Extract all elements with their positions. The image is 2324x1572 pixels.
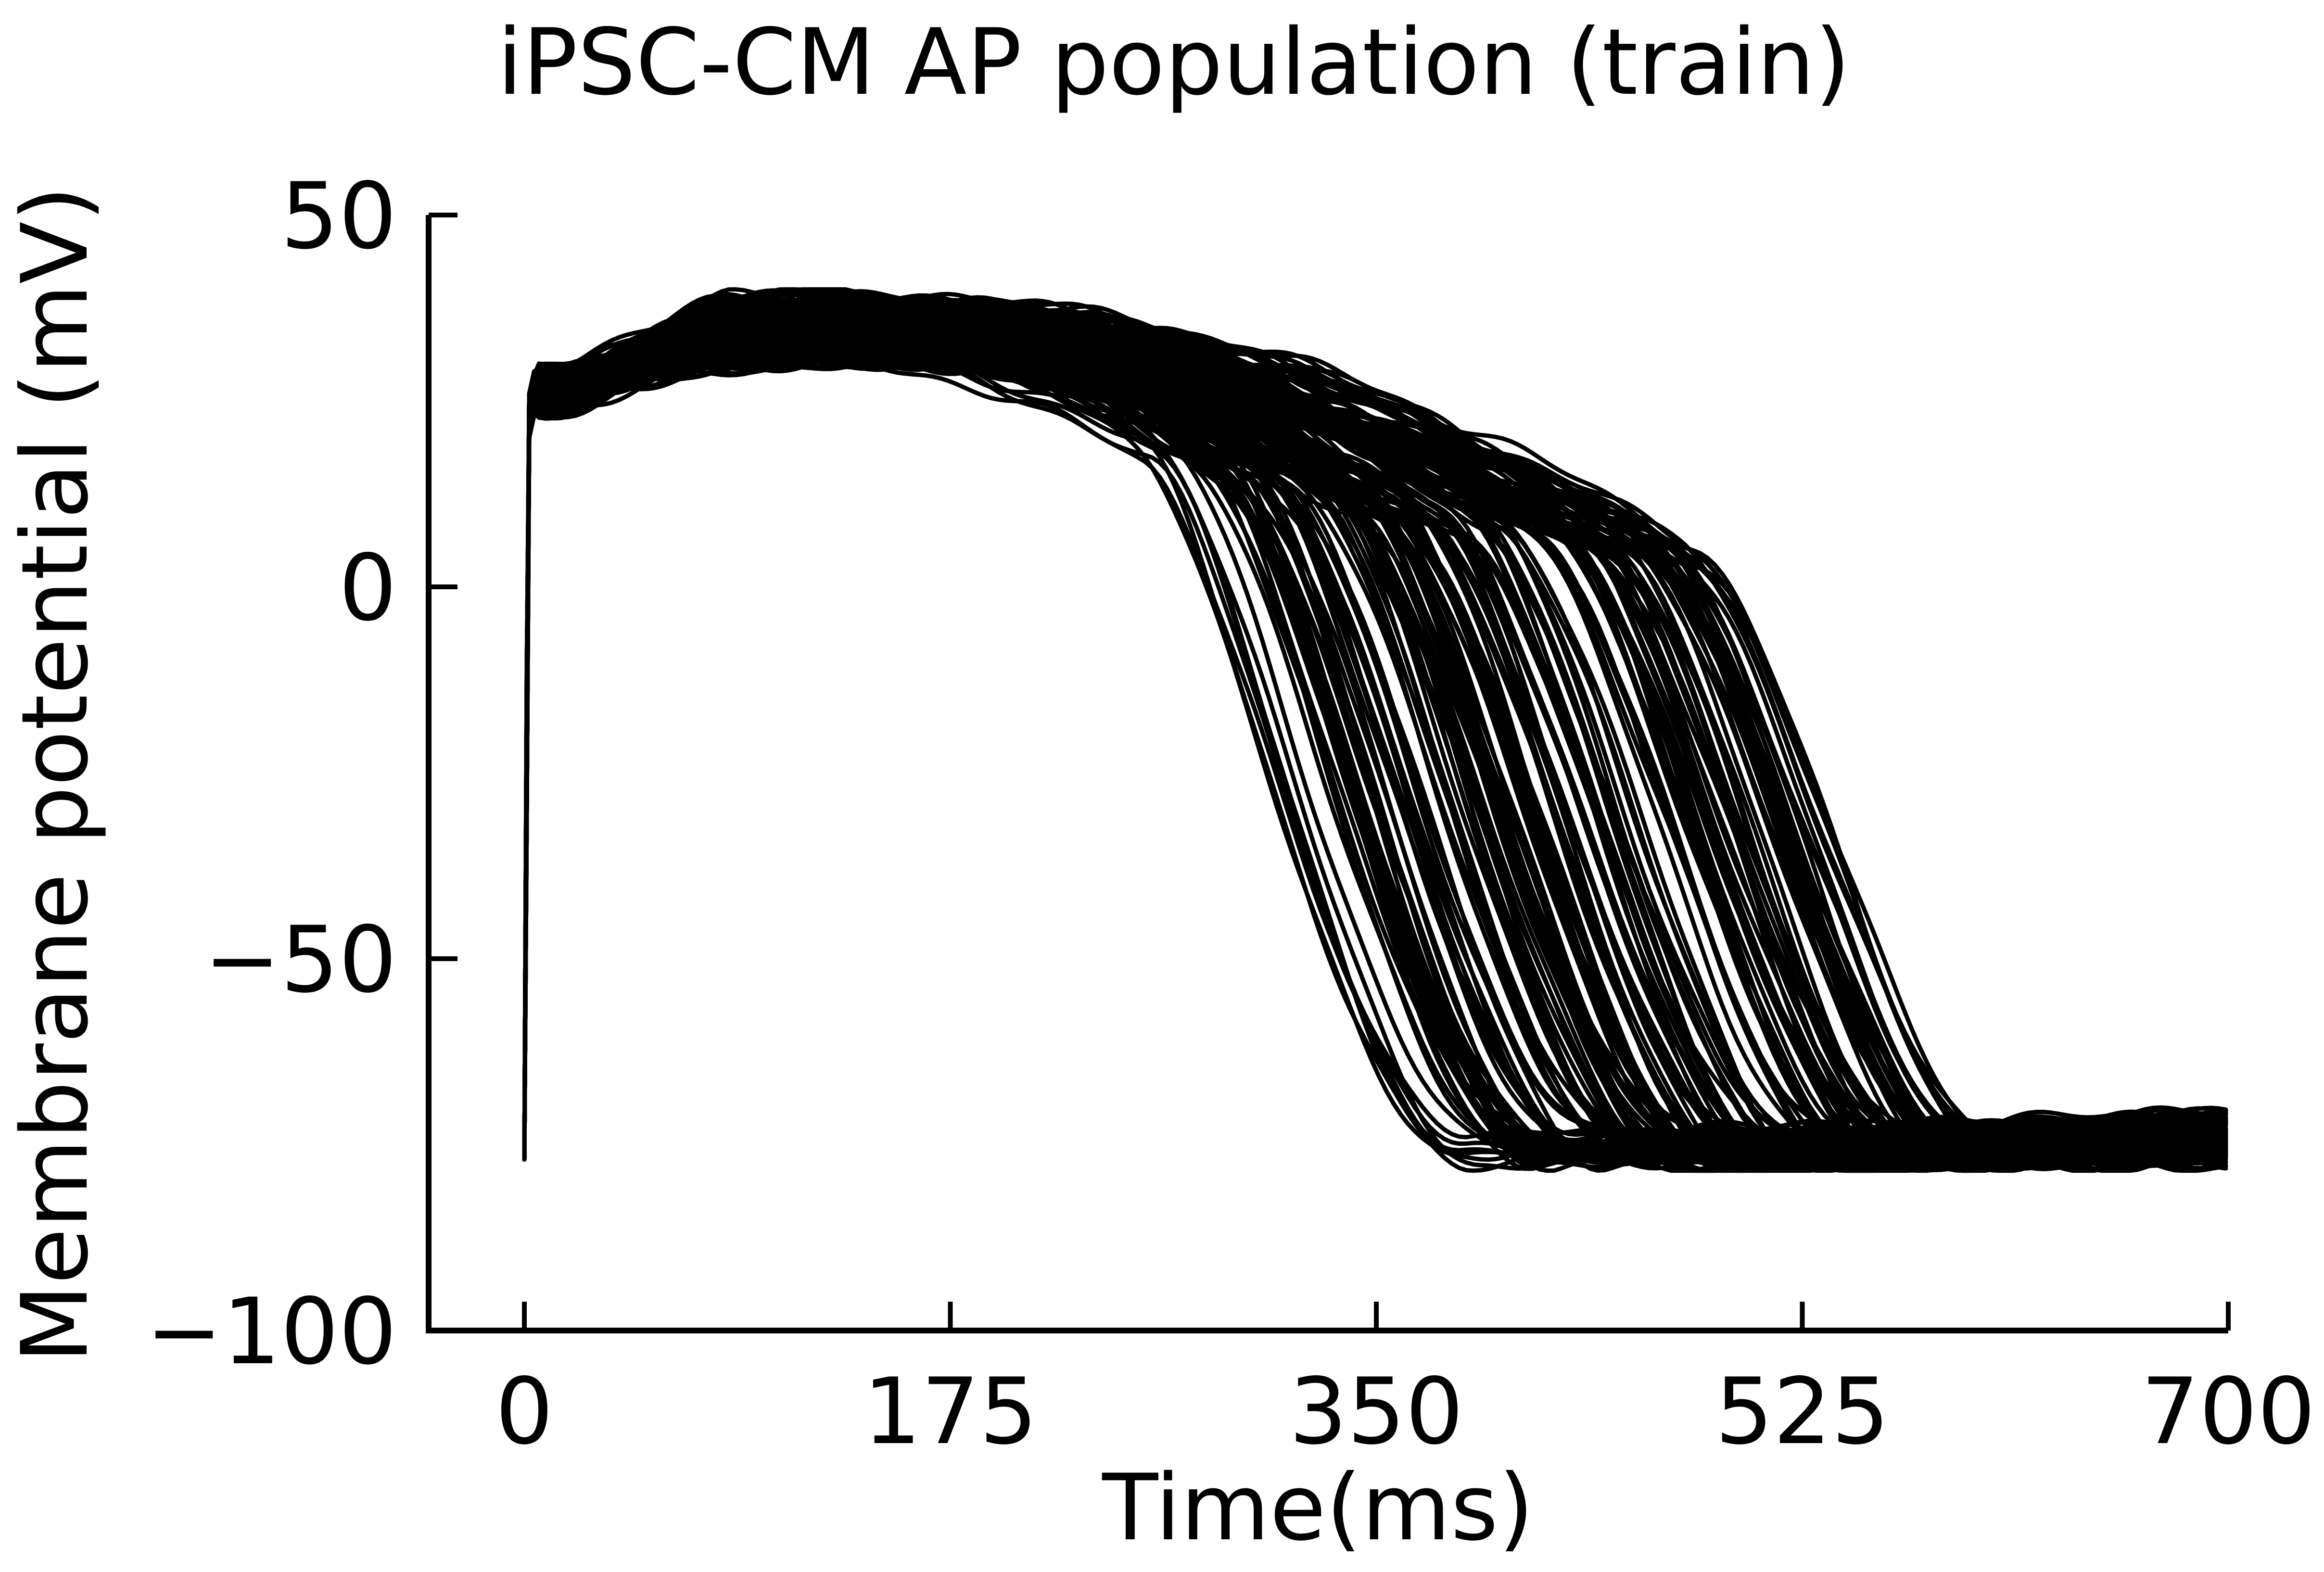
x-ticks: 0 175 350 525 700 [495,1302,2316,1465]
ap-trace [522,320,2228,1162]
ap-trace [522,287,2228,1173]
ap-trace [522,308,2228,1162]
ap-trace [522,341,2228,1162]
y-tick-label--50: −50 [204,907,397,1013]
y-ticks: 50 0 −50 −100 [146,163,457,1385]
x-tick-label-175: 175 [863,1358,1038,1465]
x-tick-label-350: 350 [1289,1358,1464,1465]
x-axis-label: Time(ms) [1102,1455,1534,1561]
chart-title: iPSC-CM AP population (train) [497,9,1850,115]
y-tick-label-50: 50 [280,163,397,269]
ap-traces [522,287,2228,1173]
y-tick-label--100: −100 [146,1279,397,1385]
x-tick-label-700: 700 [2141,1358,2316,1465]
ap-trace [522,292,2228,1162]
y-axis-label: Membrane potential (mV) [2,186,108,1363]
ap-trace [522,339,2228,1162]
ap-trace [522,323,2228,1173]
ap-trace [522,307,2228,1162]
x-tick-label-525: 525 [1715,1358,1890,1465]
x-tick-label-0: 0 [495,1358,554,1465]
y-tick-label-0: 0 [339,535,397,641]
